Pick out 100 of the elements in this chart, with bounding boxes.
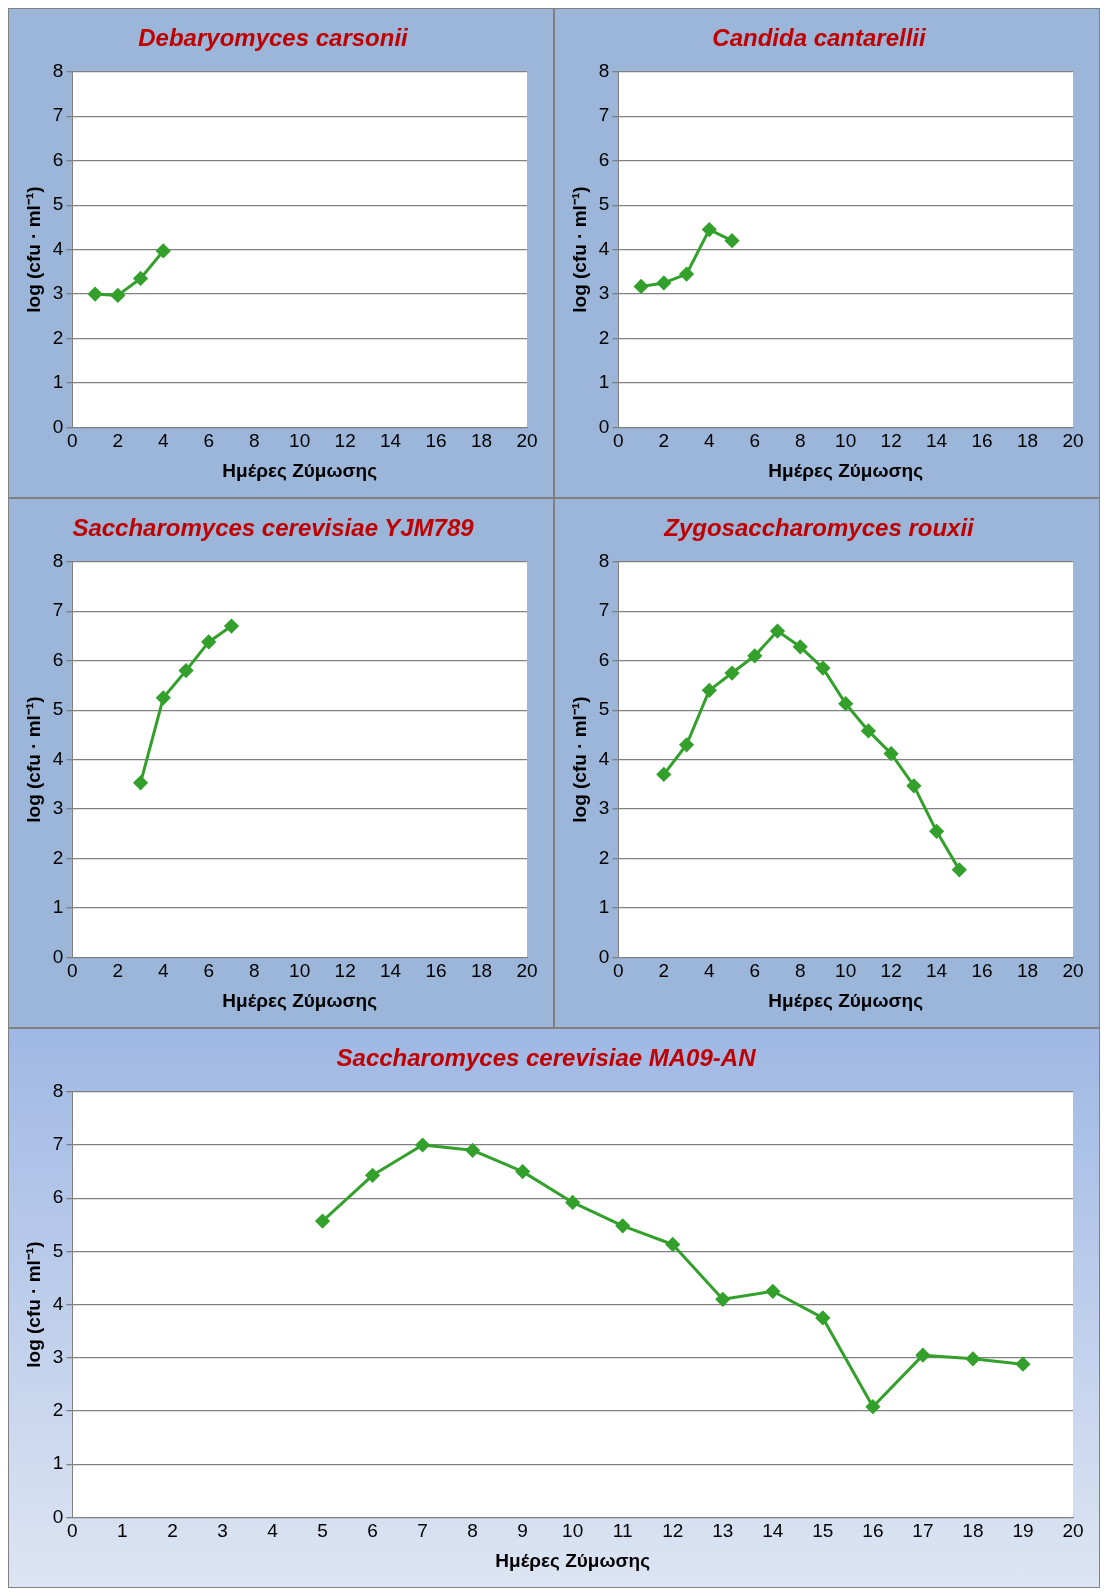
x-tick-label: 20	[516, 430, 538, 452]
x-tick-label: 3	[217, 1520, 228, 1542]
y-tick-label: 4	[598, 747, 610, 769]
y-tick-label: 1	[52, 1452, 64, 1474]
y-tick-label: 2	[598, 846, 610, 868]
y-tick-label: 8	[52, 1080, 64, 1102]
x-axis-title: Ημέρες Ζύμωσης	[768, 459, 924, 481]
point	[952, 862, 967, 877]
y-tick-label: 0	[52, 1505, 64, 1527]
x-tick-label: 2	[112, 960, 124, 982]
y-tick-label: 0	[598, 415, 610, 437]
x-tick-label: 10	[835, 430, 857, 452]
x-tick-label: 14	[380, 960, 402, 982]
point	[365, 1168, 380, 1183]
x-tick-label: 10	[835, 960, 857, 982]
x-tick-label: 16	[971, 430, 993, 452]
y-tick-label: 7	[52, 599, 64, 621]
chart-title: Saccharomyces cerevisiae YJM789	[72, 514, 475, 542]
x-tick-label: 14	[926, 430, 948, 452]
x-tick-label: 8	[794, 430, 806, 452]
x-tick-label: 18	[1016, 960, 1039, 982]
chart-title: Debaryomyces carsonii	[138, 24, 410, 52]
x-axis-title: Ημέρες Ζύμωσης	[495, 1549, 651, 1571]
x-tick-label: 6	[203, 960, 215, 982]
point	[865, 1399, 880, 1414]
x-tick-label: 12	[880, 430, 902, 452]
y-tick-label: 5	[598, 193, 610, 215]
point	[765, 1284, 780, 1299]
point	[615, 1218, 630, 1233]
y-tick-label: 3	[598, 282, 610, 304]
x-tick-label: 18	[962, 1520, 984, 1542]
y-tick-label: 1	[52, 371, 64, 393]
y-tick-label: 4	[52, 747, 64, 769]
x-tick-label: 8	[248, 960, 260, 982]
x-tick-label: 17	[912, 1520, 934, 1542]
x-tick-label: 7	[417, 1520, 428, 1542]
x-tick-label: 6	[749, 960, 761, 982]
x-tick-label: 5	[317, 1520, 328, 1542]
y-axis-title: log (cfu · ml⁻¹)	[568, 696, 590, 823]
x-tick-label: 4	[267, 1520, 279, 1542]
y-tick-label: 6	[52, 648, 64, 670]
point	[133, 271, 148, 286]
x-tick-label: 0	[613, 960, 624, 982]
y-tick-label: 4	[52, 1292, 64, 1314]
point	[915, 1348, 930, 1363]
y-tick-label: 8	[598, 60, 610, 82]
y-tick-label: 7	[598, 599, 610, 621]
x-tick-label: 6	[749, 430, 761, 452]
point	[702, 683, 717, 698]
x-tick-label: 12	[334, 430, 356, 452]
y-tick-label: 8	[52, 60, 64, 82]
x-tick-label: 2	[167, 1520, 178, 1542]
x-tick-label: 1	[117, 1520, 128, 1542]
y-tick-label: 7	[52, 104, 64, 126]
y-tick-label: 2	[52, 1399, 64, 1421]
point	[715, 1292, 730, 1307]
point	[110, 288, 125, 303]
point	[815, 1310, 830, 1325]
x-axis-title: Ημέρες Ζύμωσης	[222, 459, 378, 481]
x-tick-label: 4	[158, 430, 169, 452]
y-tick-label: 3	[52, 1346, 64, 1368]
x-tick-label: 6	[203, 430, 215, 452]
point	[929, 824, 944, 839]
x-tick-label: 20	[1062, 430, 1084, 452]
x-tick-label: 20	[516, 960, 538, 982]
x-tick-label: 12	[334, 960, 356, 982]
y-tick-label: 6	[598, 148, 610, 170]
x-tick-label: 12	[880, 960, 902, 982]
y-tick-label: 8	[598, 550, 610, 572]
y-tick-label: 8	[52, 550, 64, 572]
point	[415, 1138, 430, 1152]
point	[884, 746, 899, 761]
point	[515, 1164, 530, 1179]
y-tick-label: 3	[52, 282, 64, 304]
point	[656, 767, 671, 782]
point	[133, 775, 148, 790]
y-axis-title: log (cfu · ml⁻¹)	[22, 1241, 44, 1368]
x-tick-label: 10	[289, 960, 311, 982]
point	[156, 243, 171, 258]
point	[793, 639, 808, 654]
y-tick-label: 6	[52, 1186, 64, 1208]
y-tick-label: 4	[598, 237, 610, 259]
point	[725, 233, 740, 248]
x-tick-label: 11	[612, 1520, 633, 1542]
x-tick-label: 2	[112, 430, 124, 452]
x-tick-label: 10	[289, 430, 311, 452]
point	[315, 1214, 330, 1229]
point	[815, 661, 830, 676]
y-tick-label: 5	[52, 698, 64, 720]
x-tick-label: 0	[67, 960, 78, 982]
x-tick-label: 16	[425, 430, 447, 452]
y-tick-label: 7	[52, 1133, 64, 1155]
point	[770, 624, 785, 639]
point	[906, 778, 921, 793]
x-tick-label: 16	[425, 960, 447, 982]
x-tick-label: 0	[613, 430, 624, 452]
y-tick-label: 0	[598, 945, 610, 967]
y-tick-label: 2	[52, 846, 64, 868]
x-tick-label: 12	[662, 1520, 684, 1542]
x-tick-label: 16	[971, 960, 993, 982]
